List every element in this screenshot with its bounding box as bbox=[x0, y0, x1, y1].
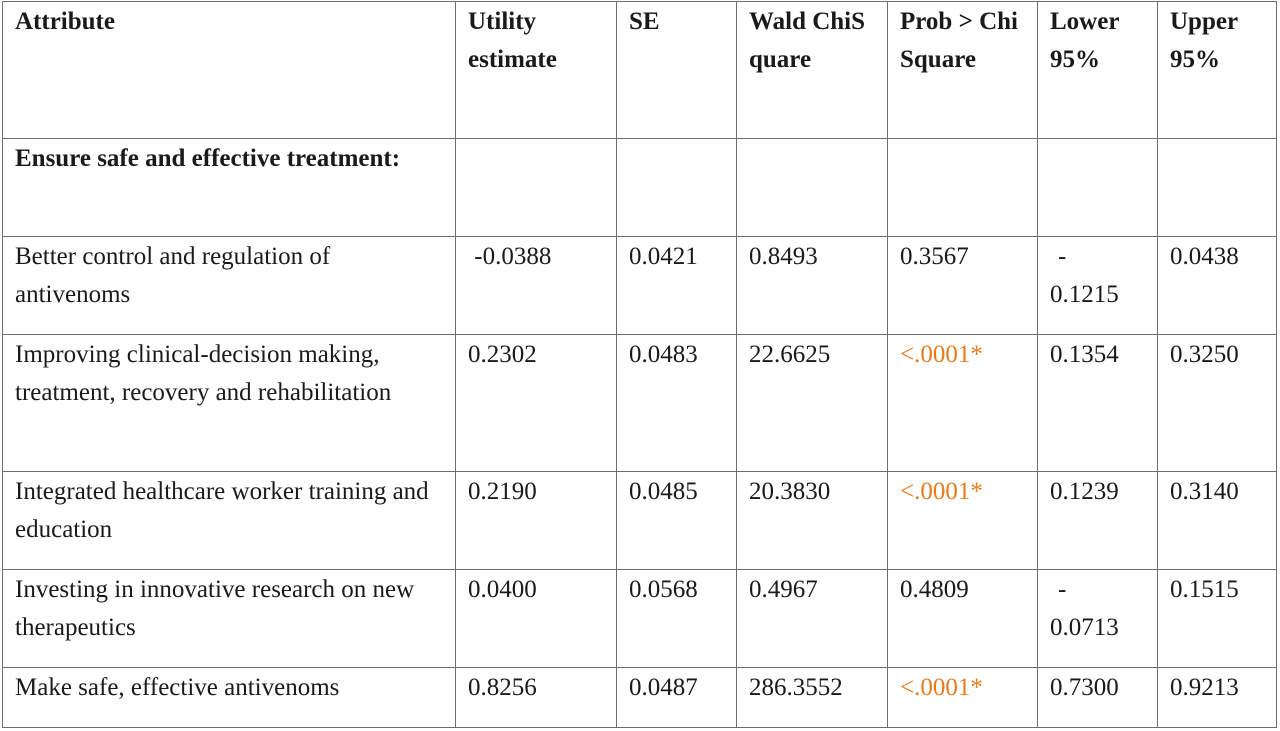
lower-cell: 0.7300 bbox=[1037, 667, 1158, 728]
wald-cell: 286.3552 bbox=[736, 667, 888, 728]
se-cell: 0.0487 bbox=[616, 667, 737, 728]
table-row: Integrated healthcare worker training an… bbox=[2, 471, 1277, 570]
utility-cell: 0.2302 bbox=[455, 334, 617, 472]
section-title: Ensure safe and effective treatment: bbox=[2, 138, 456, 237]
table-row: Improving clinical-decision making, trea… bbox=[2, 334, 1277, 472]
lower-cell: 0.1354 bbox=[1037, 334, 1158, 472]
header-row: Attribute Utility estimate SE Wald ChiSq… bbox=[2, 1, 1277, 139]
se-cell: 0.0421 bbox=[616, 236, 737, 335]
se-cell: 0.0568 bbox=[616, 569, 737, 668]
se-cell: 0.0485 bbox=[616, 471, 737, 570]
table-row: Better control and regulation of antiven… bbox=[2, 236, 1277, 335]
lower-cell: - 0.1215 bbox=[1037, 236, 1158, 335]
empty-cell bbox=[455, 138, 617, 237]
utility-cell: 0.2190 bbox=[455, 471, 617, 570]
empty-cell bbox=[1157, 138, 1277, 237]
prob-cell-significant: <.0001* bbox=[887, 667, 1038, 728]
utility-cell: 0.8256 bbox=[455, 667, 617, 728]
wald-cell: 22.6625 bbox=[736, 334, 888, 472]
empty-cell bbox=[887, 138, 1038, 237]
section-row: Ensure safe and effective treatment: bbox=[2, 138, 1277, 237]
lower-value: 0.0713 bbox=[1050, 614, 1119, 641]
prob-cell: 0.3567 bbox=[887, 236, 1038, 335]
empty-cell bbox=[616, 138, 737, 237]
empty-cell bbox=[1037, 138, 1158, 237]
wald-cell: 0.4967 bbox=[736, 569, 888, 668]
upper-cell: 0.0438 bbox=[1157, 236, 1277, 335]
table-row: Investing in innovative research on new … bbox=[2, 569, 1277, 668]
header-wald-chisquare: Wald ChiSquare bbox=[736, 1, 888, 139]
lower-sign: - bbox=[1058, 576, 1067, 603]
empty-cell bbox=[736, 138, 888, 237]
lower-cell: - 0.0713 bbox=[1037, 569, 1158, 668]
se-cell: 0.0483 bbox=[616, 334, 737, 472]
header-attribute: Attribute bbox=[2, 1, 456, 139]
attribute-cell: Integrated healthcare worker training an… bbox=[2, 471, 456, 570]
header-se: SE bbox=[616, 1, 737, 139]
attribute-cell: Make safe, effective antivenoms bbox=[2, 667, 456, 728]
prob-cell-significant: <.0001* bbox=[887, 471, 1038, 570]
prob-cell: 0.4809 bbox=[887, 569, 1038, 668]
upper-cell: 0.9213 bbox=[1157, 667, 1277, 728]
attribute-cell: Investing in innovative research on new … bbox=[2, 569, 456, 668]
table-row: Make safe, effective antivenoms 0.8256 0… bbox=[2, 667, 1277, 728]
lower-value: 0.1215 bbox=[1050, 281, 1119, 308]
prob-cell-significant: <.0001* bbox=[887, 334, 1038, 472]
upper-cell: 0.3140 bbox=[1157, 471, 1277, 570]
wald-cell: 0.8493 bbox=[736, 236, 888, 335]
lower-sign: - bbox=[1058, 243, 1067, 270]
header-lower-95: Lower 95% bbox=[1037, 1, 1158, 139]
header-upper-95: Upper 95% bbox=[1157, 1, 1277, 139]
attribute-cell: Better control and regulation of antiven… bbox=[2, 236, 456, 335]
header-utility-estimate: Utility estimate bbox=[455, 1, 617, 139]
header-prob-chisquare: Prob > ChiSquare bbox=[887, 1, 1038, 139]
upper-cell: 0.3250 bbox=[1157, 334, 1277, 472]
wald-cell: 20.3830 bbox=[736, 471, 888, 570]
lower-cell: 0.1239 bbox=[1037, 471, 1158, 570]
utility-cell: -0.0388 bbox=[455, 236, 617, 335]
upper-cell: 0.1515 bbox=[1157, 569, 1277, 668]
attribute-cell: Improving clinical-decision making, trea… bbox=[2, 334, 456, 472]
utility-cell: 0.0400 bbox=[455, 569, 617, 668]
